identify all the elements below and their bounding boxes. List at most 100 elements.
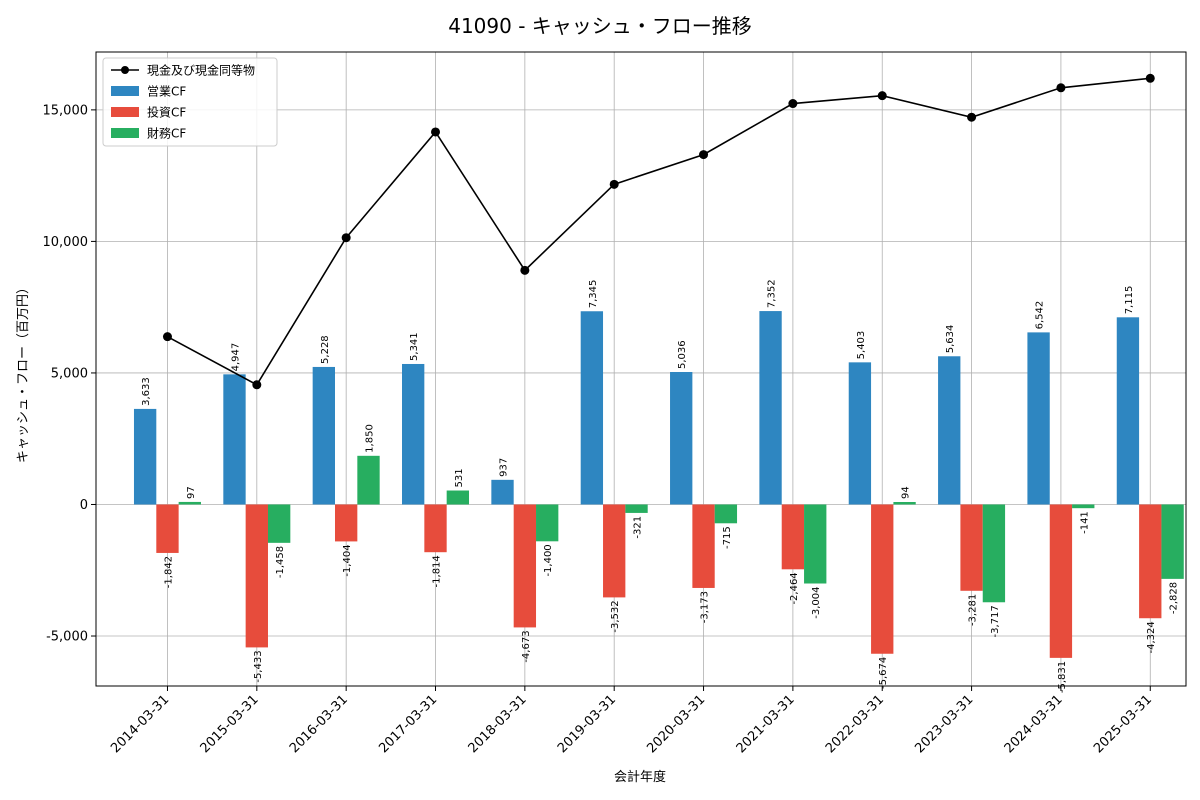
legend-marker xyxy=(121,66,129,74)
bar-value-label: -3,717 xyxy=(990,605,1001,637)
bar-value-label: -5,674 xyxy=(878,657,889,689)
bar-財務CF xyxy=(1161,504,1184,579)
bar-投資CF xyxy=(692,504,715,588)
y-tick-label: 0 xyxy=(80,498,88,513)
bar-財務CF xyxy=(178,501,201,505)
x-tick-label: 2024-03-31 xyxy=(1002,692,1066,756)
bar-value-label: -4,324 xyxy=(1146,621,1157,653)
bar-営業CF xyxy=(402,363,425,505)
bar-value-label: 7,115 xyxy=(1124,286,1135,315)
bar-財務CF xyxy=(446,490,470,505)
cash-line xyxy=(167,77,1151,386)
cash-point xyxy=(609,179,619,189)
bar-営業CF xyxy=(312,366,335,505)
bar-value-label: -3,532 xyxy=(610,600,621,632)
bar-財務CF xyxy=(714,504,738,524)
x-tick-label: 2019-03-31 xyxy=(555,692,619,756)
cash-point xyxy=(967,112,977,122)
bar-財務CF xyxy=(267,504,291,543)
bar-営業CF xyxy=(938,356,961,505)
legend-label: 財務CF xyxy=(147,126,186,141)
cash-point xyxy=(788,99,798,109)
line-layer xyxy=(162,73,1155,390)
bar-value-label: -321 xyxy=(633,516,644,539)
bar-営業CF xyxy=(491,479,514,505)
bar-財務CF xyxy=(982,504,1006,603)
chart-title: 41090 - キャッシュ・フロー推移 xyxy=(448,14,752,38)
bar-layer xyxy=(133,311,1184,658)
bar-value-label: 5,634 xyxy=(945,325,956,354)
bar-投資CF xyxy=(781,504,805,570)
bar-投資CF xyxy=(513,504,537,628)
y-tick-label: -5,000 xyxy=(46,630,88,645)
x-tick-label: 2020-03-31 xyxy=(644,692,708,756)
cash-point xyxy=(162,332,172,342)
bar-営業CF xyxy=(223,374,246,505)
x-tick-label: 2018-03-31 xyxy=(466,692,530,756)
bar-営業CF xyxy=(580,311,604,505)
legend-swatch xyxy=(111,128,139,138)
x-tick-label: 2015-03-31 xyxy=(198,692,262,756)
bar-投資CF xyxy=(1049,504,1073,658)
bar-value-label: -5,433 xyxy=(253,650,264,682)
bar-財務CF xyxy=(893,502,916,505)
x-tick-label: 2017-03-31 xyxy=(376,692,440,756)
bar-投資CF xyxy=(1139,504,1162,619)
bar-value-label: -4,673 xyxy=(521,630,532,662)
y-tick-label: 10,000 xyxy=(43,235,89,250)
cash-point xyxy=(341,233,351,243)
bar-投資CF xyxy=(960,504,983,591)
bar-value-label: 531 xyxy=(454,468,465,487)
bar-value-label: -141 xyxy=(1079,511,1090,534)
bar-投資CF xyxy=(156,504,179,553)
bar-value-label: -1,842 xyxy=(163,556,174,588)
bar-value-label: 4,947 xyxy=(230,343,241,372)
x-axis-label: 会計年度 xyxy=(614,769,666,785)
bar-財務CF xyxy=(536,504,559,542)
bar-value-label: 94 xyxy=(901,486,912,499)
bar-財務CF xyxy=(357,455,380,505)
bar-営業CF xyxy=(1027,332,1050,505)
cash-point xyxy=(877,91,887,101)
y-axis-label: キャッシュ・フロー（百万円） xyxy=(16,281,31,463)
cash-point xyxy=(1056,83,1066,93)
bar-投資CF xyxy=(334,504,358,542)
data-label-layer: 3,633 4,947 5,228 5,341 937 7,345 5,036 7,352 5,… xyxy=(141,279,1179,693)
bar-営業CF xyxy=(1116,317,1140,505)
bar-value-label: 1,850 xyxy=(365,424,376,453)
legend-swatch xyxy=(111,107,139,117)
x-tick-label: 2021-03-31 xyxy=(734,692,798,756)
bar-value-label: 97 xyxy=(186,486,197,499)
bar-value-label: 5,036 xyxy=(677,340,688,369)
bar-value-label: -3,281 xyxy=(968,594,979,626)
bar-value-label: 7,345 xyxy=(588,280,599,309)
bar-value-label: -2,464 xyxy=(789,572,800,604)
bar-財務CF xyxy=(804,504,827,584)
legend-label: 投資CF xyxy=(147,105,186,120)
x-tick-label: 2014-03-31 xyxy=(108,692,172,756)
legend-label: 営業CF xyxy=(147,85,186,99)
bar-営業CF xyxy=(670,371,693,505)
bar-value-label: -2,828 xyxy=(1169,582,1180,614)
bar-投資CF xyxy=(603,504,626,598)
bar-投資CF xyxy=(424,504,447,553)
bar-value-label: -1,814 xyxy=(432,555,443,587)
y-tick-label: 15,000 xyxy=(43,103,89,118)
bar-value-label: 937 xyxy=(499,458,510,477)
bar-value-label: -1,404 xyxy=(342,544,353,576)
x-tick-label: 2023-03-31 xyxy=(912,692,976,756)
plot-frame xyxy=(95,51,1187,687)
bar-value-label: -3,004 xyxy=(811,587,822,619)
bar-value-label: 5,341 xyxy=(409,332,420,361)
legend-label: 現金及び現金同等物 xyxy=(147,63,255,78)
bar-営業CF xyxy=(133,408,157,505)
cash-point xyxy=(699,150,709,160)
bar-営業CF xyxy=(848,362,872,505)
bar-投資CF xyxy=(871,504,894,654)
cash-point xyxy=(520,265,530,275)
bar-財務CF xyxy=(625,504,648,513)
x-tick-label: 2016-03-31 xyxy=(287,692,351,756)
y-tick-label: 5,000 xyxy=(51,366,88,381)
